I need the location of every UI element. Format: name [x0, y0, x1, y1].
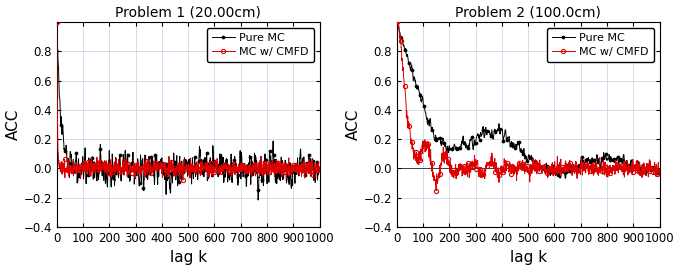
- Pure MC: [656, 174, 664, 178]
- Pure MC: [69, 169, 77, 172]
- MC w/ CMFD: [432, 189, 440, 192]
- X-axis label: lag k: lag k: [169, 250, 207, 265]
- Pure MC: [254, 198, 262, 202]
- Y-axis label: ACC: ACC: [5, 109, 20, 140]
- Pure MC: [286, 174, 294, 178]
- Pure MC: [106, 171, 114, 174]
- Title: Problem 1 (20.00cm): Problem 1 (20.00cm): [115, 6, 261, 20]
- Legend: Pure MC, MC w/ CMFD: Pure MC, MC w/ CMFD: [547, 28, 654, 62]
- Pure MC: [316, 169, 324, 173]
- Line: Pure MC: Pure MC: [55, 21, 321, 202]
- MC w/ CMFD: [607, 166, 615, 169]
- Pure MC: [561, 177, 569, 180]
- MC w/ CMFD: [409, 147, 417, 150]
- Pure MC: [258, 179, 266, 182]
- MC w/ CMFD: [446, 163, 454, 167]
- Pure MC: [52, 21, 61, 24]
- MC w/ CMFD: [392, 21, 401, 24]
- Line: Pure MC: Pure MC: [395, 21, 661, 180]
- Title: Problem 2 (100.0cm): Problem 2 (100.0cm): [455, 6, 601, 20]
- Line: MC w/ CMFD: MC w/ CMFD: [394, 20, 662, 193]
- MC w/ CMFD: [316, 171, 324, 174]
- MC w/ CMFD: [626, 167, 634, 171]
- MC w/ CMFD: [179, 179, 187, 182]
- MC w/ CMFD: [106, 166, 114, 169]
- Y-axis label: ACC: ACC: [345, 109, 360, 140]
- Pure MC: [446, 147, 454, 150]
- X-axis label: lag k: lag k: [509, 250, 547, 265]
- Pure MC: [409, 72, 417, 75]
- Pure MC: [626, 163, 634, 166]
- MC w/ CMFD: [303, 172, 311, 175]
- Pure MC: [303, 166, 311, 169]
- MC w/ CMFD: [52, 21, 61, 24]
- MC w/ CMFD: [598, 170, 606, 173]
- Line: MC w/ CMFD: MC w/ CMFD: [54, 20, 322, 182]
- MC w/ CMFD: [656, 168, 664, 172]
- Pure MC: [267, 162, 275, 166]
- MC w/ CMFD: [643, 168, 651, 171]
- Pure MC: [643, 163, 651, 166]
- MC w/ CMFD: [267, 169, 275, 172]
- Pure MC: [392, 21, 401, 24]
- Legend: Pure MC, MC w/ CMFD: Pure MC, MC w/ CMFD: [207, 28, 314, 62]
- Pure MC: [607, 157, 615, 160]
- MC w/ CMFD: [286, 166, 294, 170]
- MC w/ CMFD: [258, 165, 266, 169]
- MC w/ CMFD: [69, 171, 77, 175]
- Pure MC: [598, 157, 606, 160]
